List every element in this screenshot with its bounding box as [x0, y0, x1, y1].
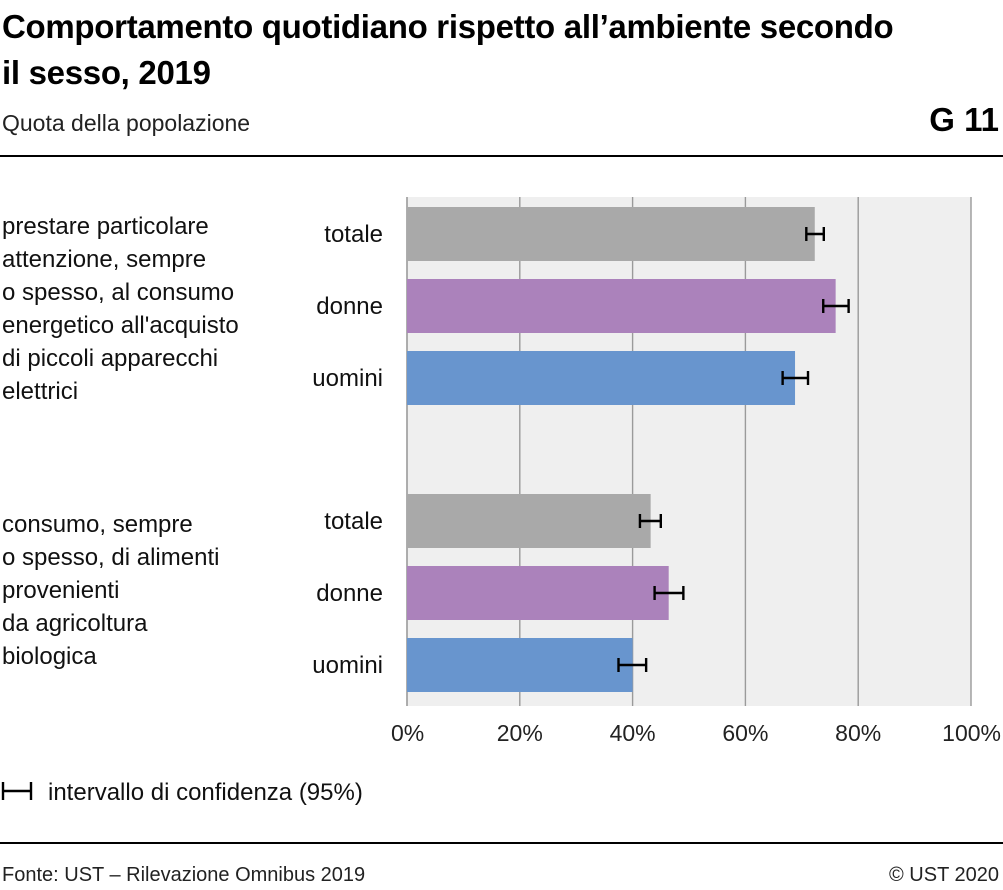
- group-label-line: biologica: [2, 643, 97, 670]
- group-label-line: o spesso, al consumo: [2, 279, 234, 306]
- bar-category-label: uomini: [312, 365, 383, 392]
- x-tick-label: 80%: [835, 720, 881, 746]
- group-label-line: di piccoli apparecchi: [2, 345, 218, 372]
- x-tick-label: 40%: [610, 720, 656, 746]
- copyright-note: © UST 2020: [889, 864, 999, 886]
- bar-category-label: totale: [324, 221, 383, 248]
- bar-chart: 0% 20% 40% 60% 80% 100% totale donne uomini prest…: [1, 197, 1001, 806]
- group-label-line: o spesso, di alimenti: [2, 544, 219, 571]
- legend-ci-label: intervallo di confidenza (95%): [48, 779, 363, 806]
- bar-category-label: donne: [316, 293, 383, 320]
- footer-rule: [0, 842, 1003, 844]
- group-label-line: energetico all'acquisto: [2, 312, 239, 339]
- header-rule: [0, 155, 1003, 157]
- chart-title: Comportamento quotidiano rispetto all’am…: [2, 8, 894, 91]
- bar: [407, 566, 669, 620]
- group-label-line: provenienti: [2, 577, 119, 604]
- group-label-line: consumo, sempre: [2, 511, 193, 538]
- bar: [407, 351, 796, 405]
- group-label-line: attenzione, sempre: [2, 246, 206, 273]
- x-tick-label: 100%: [942, 720, 1001, 746]
- bar: [407, 207, 815, 261]
- bar: [407, 494, 651, 548]
- x-tick-label: 60%: [722, 720, 768, 746]
- bar: [407, 638, 633, 692]
- x-tick-label: 20%: [497, 720, 543, 746]
- bar: [407, 279, 836, 333]
- x-tick-label: 0%: [391, 720, 424, 746]
- chart-subtitle: Quota della popolazione: [2, 110, 251, 136]
- plot-background: [407, 197, 971, 706]
- source-note: Fonte: UST – Rilevazione Omnibus 2019: [2, 864, 366, 886]
- group-label-line: elettrici: [2, 378, 78, 405]
- bar-category-label: uomini: [312, 652, 383, 679]
- group-label-line: da agricoltura: [2, 610, 148, 637]
- bar-category-label: totale: [324, 508, 383, 535]
- group-label-line: prestare particolare: [2, 213, 209, 240]
- chart-code: G 11: [929, 101, 999, 138]
- bar-category-label: donne: [316, 580, 383, 607]
